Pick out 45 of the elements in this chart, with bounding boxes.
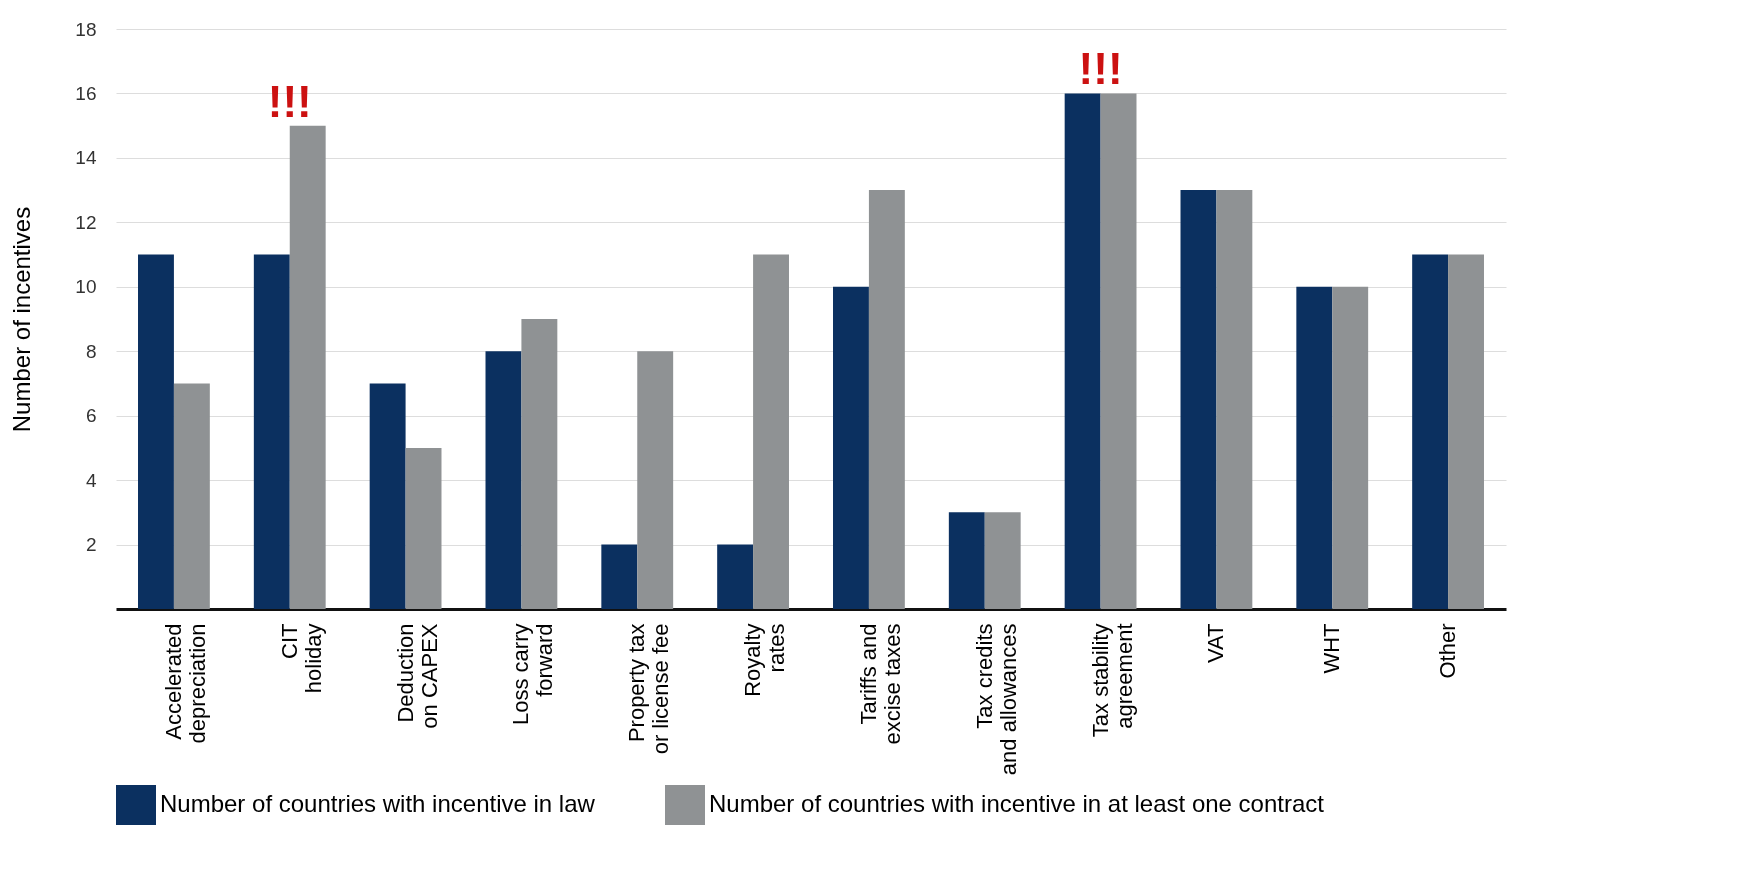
y-tick-label: 12 xyxy=(75,211,97,233)
bar xyxy=(753,254,789,609)
y-tick-label: 2 xyxy=(85,534,97,556)
bar xyxy=(1180,190,1217,609)
bar xyxy=(1448,254,1484,609)
bar xyxy=(1412,254,1449,609)
y-axis-title: Number of incentives xyxy=(8,206,36,433)
bar xyxy=(637,351,674,609)
bar xyxy=(948,512,985,609)
x-tick-label: CIT holiday xyxy=(276,623,326,694)
bar xyxy=(485,351,522,609)
bar xyxy=(253,254,290,609)
x-tick-label: Other xyxy=(1435,623,1461,679)
bar xyxy=(1296,286,1333,609)
annotation: !!! xyxy=(267,76,312,126)
bar xyxy=(1216,190,1253,609)
x-tick-label: Accelerated depreciation xyxy=(160,623,210,744)
y-tick-label: 14 xyxy=(75,147,97,169)
bar xyxy=(173,383,210,609)
annotation: !!! xyxy=(1078,44,1123,94)
y-tick-label: 6 xyxy=(85,405,97,427)
y-tick-label: 18 xyxy=(75,18,97,40)
y-tick-label: 8 xyxy=(85,340,97,362)
bar xyxy=(717,544,754,609)
bar xyxy=(1064,93,1101,609)
bar xyxy=(833,286,869,609)
y-tick-label: 16 xyxy=(75,82,97,104)
bar xyxy=(521,319,558,609)
x-tick-label: WHT xyxy=(1319,623,1345,674)
bar xyxy=(1100,93,1137,609)
bar xyxy=(868,190,905,609)
bar xyxy=(984,512,1021,609)
legend-label: Number of countries with incentive in law xyxy=(160,790,596,817)
x-tick-label: Royalty rates xyxy=(740,623,790,697)
bar xyxy=(601,544,638,609)
bar xyxy=(1332,286,1369,609)
y-tick-label: 10 xyxy=(75,276,97,298)
bar xyxy=(369,383,406,609)
bar xyxy=(289,125,326,609)
x-tick-label: Loss carry forward xyxy=(508,623,558,725)
x-tick-label: VAT xyxy=(1203,623,1229,664)
legend-label: Number of countries with incentive in at least one contract xyxy=(709,790,1325,817)
y-tick-label: 4 xyxy=(85,469,97,491)
bar xyxy=(138,254,174,609)
bar xyxy=(405,447,442,609)
